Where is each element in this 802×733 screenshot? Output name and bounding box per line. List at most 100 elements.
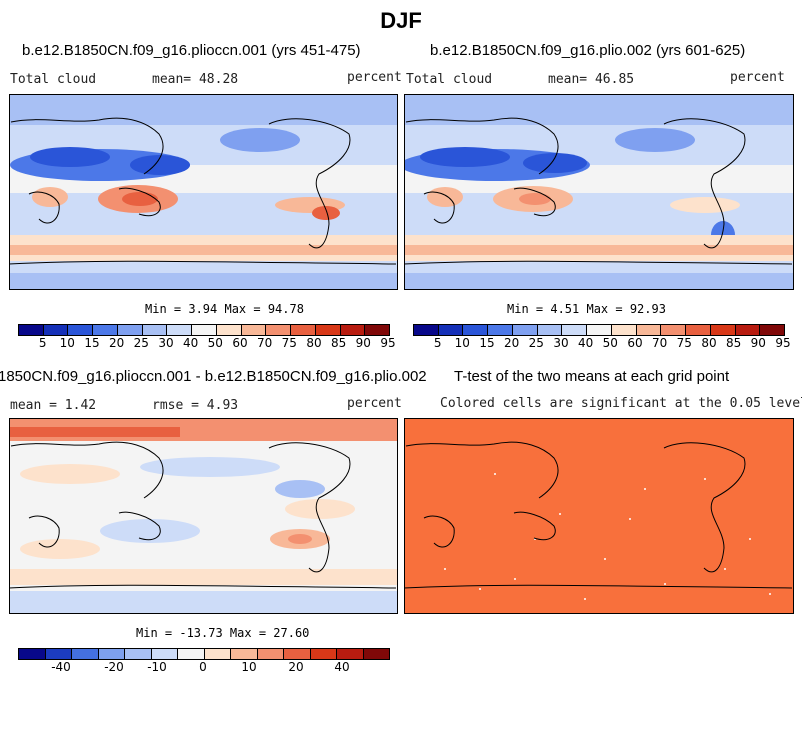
colorbar-tr-label: 20 — [504, 336, 520, 350]
panel-tl-map — [9, 94, 398, 290]
colorbar-tl-swatch — [19, 325, 44, 335]
colorbar-tl-swatch — [315, 325, 341, 335]
colorbar-tl-label: 10 — [59, 336, 75, 350]
colorbar-bl-swatch — [178, 649, 205, 659]
colorbar-bl-swatch — [98, 649, 125, 659]
panel-br-map — [404, 418, 794, 614]
colorbar-tl-label: 30 — [158, 336, 174, 350]
difference-map — [10, 419, 397, 613]
colorbar-tr-label: 60 — [627, 336, 643, 350]
colorbar-bl-label: -20 — [104, 660, 124, 674]
colorbar-tl-label: 40 — [183, 336, 199, 350]
panel-bl-title: 1850CN.f09_g16.plioccn.001 - b.e12.B1850… — [0, 368, 427, 385]
panel-tl-title: b.e12.B1850CN.f09_g16.plioccn.001 (yrs 4… — [22, 42, 361, 59]
colorbar-tr-swatch — [562, 325, 588, 335]
panel-tl-variable: Total cloud — [10, 72, 97, 87]
coastlines-br — [404, 441, 792, 589]
colorbar-tr-swatch — [438, 325, 464, 335]
colorbar-tl-label: 60 — [232, 336, 248, 350]
colorbar-tr-swatch — [735, 325, 761, 335]
colorbar-tl-label: 90 — [355, 336, 371, 350]
panel-bl-minmax: Min = -13.73 Max = 27.60 — [136, 626, 310, 640]
panel-bl-mean: mean = 1.42 — [10, 398, 97, 413]
panel-tl-unit: percent — [347, 70, 402, 85]
colorbar-tl-label: 50 — [207, 336, 223, 350]
colorbar-tr-label: 25 — [528, 336, 544, 350]
colorbar-tr-swatch — [686, 325, 711, 335]
colorbar-tr — [413, 324, 785, 336]
colorbar-tr-swatch — [414, 325, 439, 335]
colorbar-bl-swatch — [204, 649, 231, 659]
colorbar-tl-swatch — [340, 325, 366, 335]
cloud-map-plio — [405, 95, 793, 289]
colorbar-bl-swatch — [231, 649, 258, 659]
colorbar-bl-label: 40 — [334, 660, 350, 674]
colorbar-bl-swatch — [19, 649, 46, 659]
colorbar-tr-label: 30 — [553, 336, 569, 350]
colorbar-tl-label: 70 — [257, 336, 273, 350]
colorbar-tl-label: 85 — [331, 336, 347, 350]
colorbar-tr-label: 75 — [676, 336, 692, 350]
colorbar-tl-label: 95 — [380, 336, 396, 350]
colorbar-bl-label: -10 — [147, 660, 167, 674]
colorbar-tr-swatch — [488, 325, 513, 335]
colorbar-tl-swatch — [93, 325, 118, 335]
colorbar-tr-label: 85 — [726, 336, 742, 350]
colorbar-tl-label: 20 — [109, 336, 125, 350]
coastlines-bl — [9, 441, 396, 589]
colorbar-tr-swatch — [463, 325, 489, 335]
colorbar-tl-swatch — [365, 325, 390, 335]
colorbar-tr-label: 70 — [652, 336, 668, 350]
ttest-map — [405, 419, 793, 613]
colorbar-tr-swatch — [760, 325, 785, 335]
colorbar-tl-swatch — [43, 325, 69, 335]
panel-tr-minmax: Min = 4.51 Max = 92.93 — [507, 302, 666, 316]
figure-title: DJF — [380, 8, 422, 33]
colorbar-tl-swatch — [266, 325, 292, 335]
colorbar-tl-swatch — [192, 325, 217, 335]
panel-tr-map — [404, 94, 794, 290]
colorbar-tl-label: 5 — [38, 336, 47, 350]
panel-tr-mean: mean= 46.85 — [548, 72, 635, 87]
colorbar-bl — [18, 648, 390, 660]
colorbar-tl-label: 80 — [306, 336, 322, 350]
panel-tl-mean: mean= 48.28 — [152, 72, 239, 87]
colorbar-tr-label: 95 — [775, 336, 791, 350]
panel-bl-unit: percent — [347, 396, 402, 411]
colorbar-bl-label: 0 — [199, 660, 207, 674]
colorbar-tr-swatch — [661, 325, 687, 335]
colorbar-tr-label: 40 — [578, 336, 594, 350]
colorbar-tr-label: 5 — [433, 336, 442, 350]
colorbar-tr-swatch — [611, 325, 637, 335]
panel-tr-variable: Total cloud — [406, 72, 493, 87]
panel-tr-unit: percent — [730, 70, 785, 85]
coastlines-tl — [9, 117, 396, 265]
cloud-map-plioccn — [10, 95, 397, 289]
colorbar-tr-label: 90 — [750, 336, 766, 350]
colorbar-tl-label: 15 — [84, 336, 100, 350]
colorbar-tr-swatch — [636, 325, 662, 335]
colorbar-bl-swatch — [363, 649, 389, 659]
colorbar-tr-swatch — [537, 325, 563, 335]
colorbar-tl-swatch — [68, 325, 94, 335]
colorbar-tr-label: 10 — [454, 336, 470, 350]
panel-tr-title: b.e12.B1850CN.f09_g16.plio.002 (yrs 601-… — [430, 42, 746, 59]
colorbar-bl-label: -40 — [51, 660, 71, 674]
colorbar-bl-swatch — [337, 649, 364, 659]
colorbar-bl-swatch — [125, 649, 152, 659]
colorbar-tl-label: 25 — [133, 336, 149, 350]
panel-br-note: Colored cells are significant at the 0.0… — [440, 396, 802, 411]
panel-bl-rmse: rmse = 4.93 — [152, 398, 239, 413]
colorbar-tl-label: 75 — [281, 336, 297, 350]
colorbar-bl-swatch — [284, 649, 311, 659]
colorbar-tr-swatch — [512, 325, 538, 335]
colorbar-tl-swatch — [291, 325, 316, 335]
colorbar-tl-swatch — [167, 325, 193, 335]
colorbar-bl-swatch — [310, 649, 337, 659]
colorbar-tr-label: 80 — [701, 336, 717, 350]
colorbar-tl-swatch — [142, 325, 168, 335]
colorbar-tr-swatch — [710, 325, 736, 335]
colorbar-tr-label: 15 — [479, 336, 495, 350]
colorbar-tl-swatch — [117, 325, 143, 335]
colorbar-tr-swatch — [587, 325, 612, 335]
